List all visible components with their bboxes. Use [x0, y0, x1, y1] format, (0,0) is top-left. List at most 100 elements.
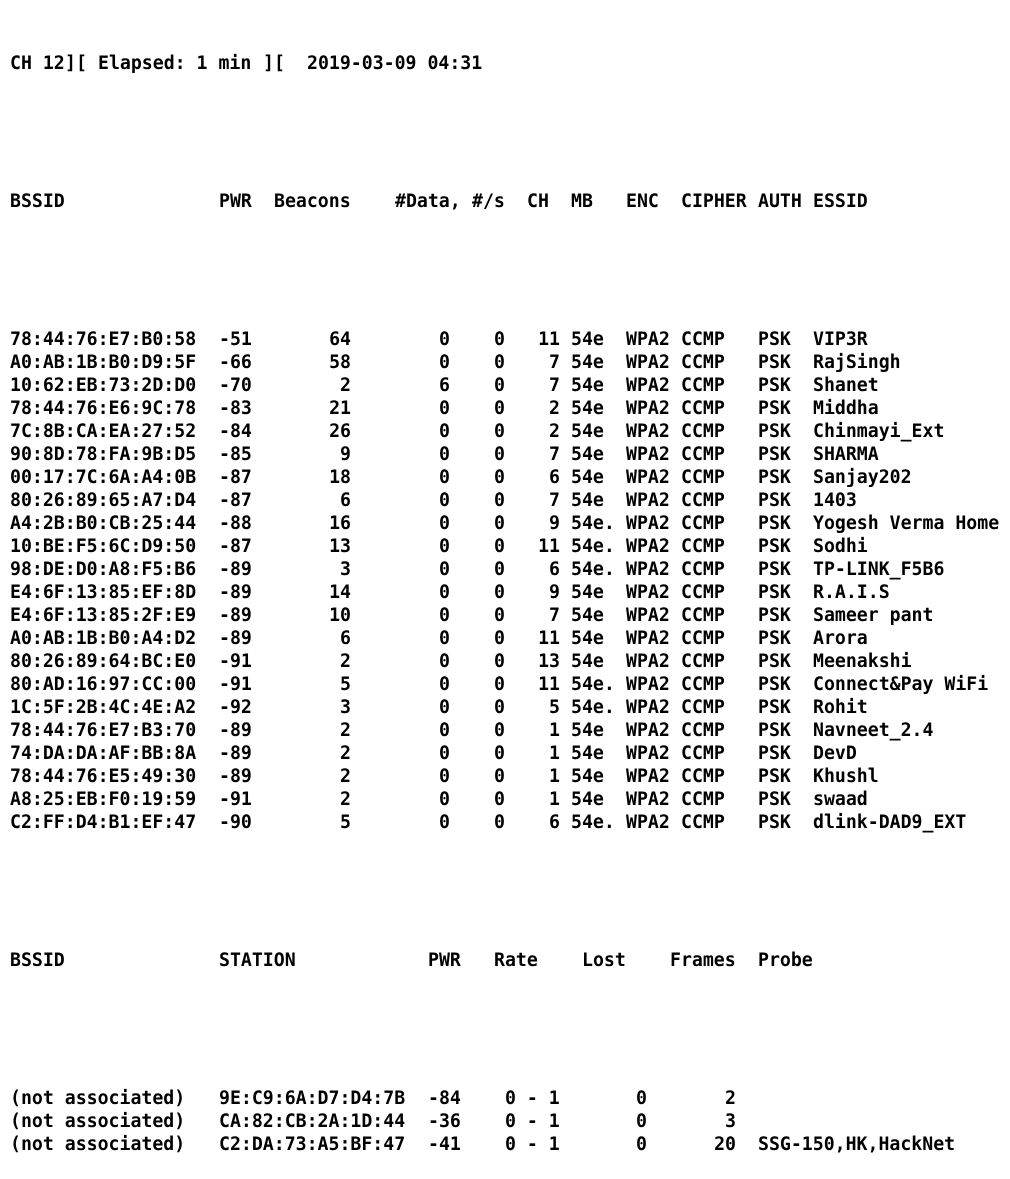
pwr-cell: -92 [219, 697, 252, 718]
beacons-cell: 13 [329, 536, 351, 557]
ch-cell: 11 [538, 536, 560, 557]
auth-cell: PSK [758, 352, 791, 373]
essid-cell: SHARMA [813, 444, 879, 465]
cipher-cell: CCMP [681, 421, 725, 442]
mb-cell: 54e [571, 720, 604, 741]
header-cipher: CIPHER [681, 191, 747, 212]
auth-cell: PSK [758, 398, 791, 419]
enc-cell: WPA2 [626, 628, 670, 649]
station-table: (not associated) 9E:C9:6A:D7:D4:7B -84 0 - … [10, 1087, 955, 1156]
essid-cell: R.A.I.S [813, 582, 890, 603]
cipher-cell: CCMP [681, 789, 725, 810]
header-lost: Lost [582, 950, 626, 971]
auth-cell: PSK [758, 743, 791, 764]
enc-cell: WPA2 [626, 536, 670, 557]
header-station-pwr: PWR [428, 950, 461, 971]
pwr-cell: -89 [219, 582, 252, 603]
beacons-cell: 26 [329, 421, 351, 442]
essid-cell: Sanjay202 [813, 467, 912, 488]
ch-cell: 6 [549, 559, 560, 580]
per-sec-cell: 0 [494, 398, 505, 419]
mb-cell: 54e [571, 582, 604, 603]
ap-row: 78:44:76:E6:9C:78 -83 21 0 0 2 54e WPA2 CCMP PSK M… [10, 397, 879, 420]
enc-cell: WPA2 [626, 743, 670, 764]
enc-cell: WPA2 [626, 674, 670, 695]
auth-cell: PSK [758, 674, 791, 695]
pwr-cell: -66 [219, 352, 252, 373]
ap-row: 00:17:7C:6A:A4:0B -87 18 0 0 6 54e WPA2 CCMP PSK S… [10, 466, 912, 489]
ch-cell: 2 [549, 421, 560, 442]
beacons-cell: 14 [329, 582, 351, 603]
header-probe: Probe [758, 950, 813, 971]
auth-cell: PSK [758, 582, 791, 603]
header-station-bssid: BSSID [10, 950, 65, 971]
enc-cell: WPA2 [626, 490, 670, 511]
cipher-cell: CCMP [681, 674, 725, 695]
cipher-cell: CCMP [681, 467, 725, 488]
ap-row: 7C:8B:CA:EA:27:52 -84 26 0 0 2 54e WPA2 CCMP PSK C… [10, 420, 944, 443]
data-cell: 0 [439, 559, 450, 580]
essid-cell: 1403 [813, 490, 857, 511]
cipher-cell: CCMP [681, 375, 725, 396]
mb-cell: 54e [571, 605, 604, 626]
cipher-cell: CCMP [681, 651, 725, 672]
pwr-cell: -88 [219, 513, 252, 534]
enc-cell: WPA2 [626, 582, 670, 603]
per-sec-cell: 0 [494, 444, 505, 465]
mb-cell: 54e [571, 444, 604, 465]
data-cell: 0 [439, 582, 450, 603]
header-beacons: Beacons [274, 191, 351, 212]
cipher-cell: CCMP [681, 697, 725, 718]
cipher-cell: CCMP [681, 444, 725, 465]
beacons-cell: 58 [329, 352, 351, 373]
pwr-cell: -89 [219, 559, 252, 580]
per-sec-cell: 0 [494, 421, 505, 442]
auth-cell: PSK [758, 720, 791, 741]
header-pwr: PWR [219, 191, 252, 212]
station-row: (not associated) C2:DA:73:A5:BF:47 -41 0 - … [10, 1133, 955, 1156]
per-sec-cell: 0 [494, 536, 505, 557]
pwr-cell: -91 [219, 674, 252, 695]
data-cell: 0 [439, 536, 450, 557]
bssid-cell: A4:2B:B0:CB:25:44 [10, 513, 197, 534]
ch-cell: 1 [549, 720, 560, 741]
ap-row: 80:AD:16:97:CC:00 -91 5 0 0 11 54e. WPA2 CCMP PSK… [10, 673, 988, 696]
auth-cell: PSK [758, 421, 791, 442]
essid-cell: DevD [813, 743, 857, 764]
bssid-cell: 80:AD:16:97:CC:00 [10, 674, 197, 695]
header-data: #Data, [395, 191, 461, 212]
ch-cell: 5 [549, 697, 560, 718]
mb-cell: 54e [571, 352, 604, 373]
essid-cell: Yogesh Verma Home [813, 513, 1000, 534]
beacons-cell: 16 [329, 513, 351, 534]
cipher-cell: CCMP [681, 582, 725, 603]
data-cell: 0 [439, 651, 450, 672]
bssid-cell: E4:6F:13:85:2F:E9 [10, 605, 197, 626]
per-sec-cell: 0 [494, 467, 505, 488]
mb-cell: 54e [571, 628, 604, 649]
auth-cell: PSK [758, 536, 791, 557]
bssid-cell: A0:AB:1B:B0:D9:5F [10, 352, 197, 373]
enc-cell: WPA2 [626, 329, 670, 350]
ch-cell: 1 [549, 789, 560, 810]
mb-cell: 54e. [571, 674, 615, 695]
ap-row: 80:26:89:65:A7:D4 -87 6 0 0 7 54e WPA2 CCMP PSK 14… [10, 489, 857, 512]
cipher-cell: CCMP [681, 398, 725, 419]
ap-row: E4:6F:13:85:2F:E9 -89 10 0 0 7 54e WPA2 CCMP PSK S… [10, 604, 933, 627]
per-sec-cell: 0 [494, 697, 505, 718]
ch-cell: 11 [538, 628, 560, 649]
mb-cell: 54e [571, 375, 604, 396]
beacons-cell: 2 [340, 720, 351, 741]
ap-row: 1C:5F:2B:4C:4E:A2 -92 3 0 0 5 54e. WPA2 CCMP PSK R… [10, 696, 868, 719]
cipher-cell: CCMP [681, 743, 725, 764]
ch-cell: 11 [538, 674, 560, 695]
header-station: STATION [219, 950, 296, 971]
essid-cell: Navneet_2.4 [813, 720, 934, 741]
header-bssid: BSSID [10, 191, 65, 212]
ap-row: 80:26:89:64:BC:E0 -91 2 0 0 13 54e WPA2 CCMP PSK M… [10, 650, 912, 673]
auth-cell: PSK [758, 329, 791, 350]
timestamp-label: 2019-03-09 04:31 [307, 53, 483, 74]
header-essid: ESSID [813, 191, 868, 212]
auth-cell: PSK [758, 812, 791, 833]
enc-cell: WPA2 [626, 697, 670, 718]
